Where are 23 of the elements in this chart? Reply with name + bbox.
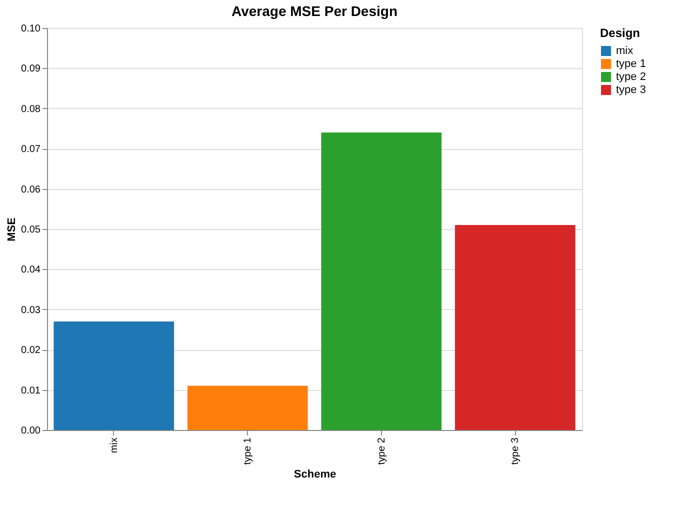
y-tick-label: 0.02 <box>21 345 41 356</box>
y-tick-label: 0.03 <box>21 304 41 316</box>
y-tick-label: 0.07 <box>21 144 41 156</box>
legend-title: Design <box>600 26 640 40</box>
x-tick-label: type 3 <box>510 437 522 465</box>
chart-title: Average MSE Per Design <box>232 3 398 19</box>
y-tick-label: 0.00 <box>21 426 41 436</box>
x-axis-title: Scheme <box>294 468 336 481</box>
x-tick-label: mix <box>108 438 120 454</box>
y-tick-label: 0.10 <box>21 24 41 34</box>
legend-label: type 1 <box>616 58 646 70</box>
y-tick-label: 0.09 <box>21 64 41 75</box>
legend-label: mix <box>616 45 634 57</box>
y-tick-label: 0.04 <box>21 264 41 276</box>
y-tick-label: 0.01 <box>21 385 41 396</box>
y-tick-label: 0.06 <box>21 184 41 196</box>
y-tick-label: 0.08 <box>21 104 41 115</box>
legend-label: type 2 <box>616 71 646 83</box>
y-tick-label: 0.05 <box>21 224 41 236</box>
x-tick-label: type 1 <box>242 437 254 465</box>
x-tick-label: type 2 <box>376 437 388 465</box>
legend-label: type 3 <box>616 84 646 96</box>
y-axis-title: MSE <box>6 218 18 242</box>
